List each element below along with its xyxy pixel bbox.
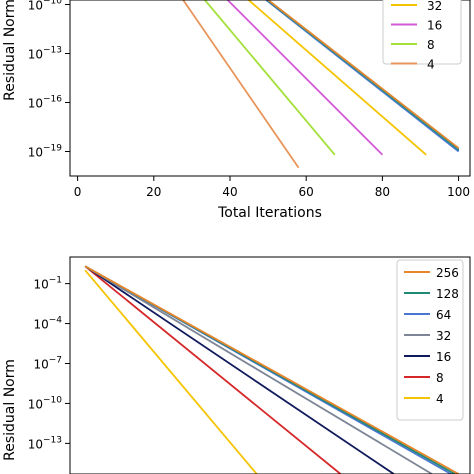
bottom-legend: 256 128 64 32 16 8 4 — [396, 259, 464, 421]
y-tick-label: 10−13 — [28, 46, 62, 62]
series-line-16 — [84, 265, 395, 474]
series-line-32 — [84, 265, 433, 474]
top-legend: 32 16 8 4 — [382, 0, 462, 72]
series-line-256 — [84, 265, 460, 474]
top-axes: 10−10 10−13 10−16 10−19 0 20 40 60 80 100 — [28, 0, 471, 199]
legend-label-4: 4 — [436, 392, 444, 406]
legend-label-128: 128 — [436, 287, 459, 301]
bottom-axes: 10−1 10−4 10−7 10−10 10−13 — [28, 256, 471, 474]
series-line-8 — [203, 0, 336, 156]
bottom-y-axis-label: Residual Norm — [2, 359, 18, 461]
y-tick-label: 10−13 — [28, 435, 62, 451]
x-tick-label: 100 — [447, 185, 470, 199]
y-tick-label: 10−7 — [33, 356, 62, 372]
legend-label-32: 32 — [436, 329, 451, 343]
series-line-256 — [266, 0, 460, 149]
y-tick-label: 10−10 — [28, 395, 63, 411]
series-line-32 — [247, 0, 427, 156]
legend-label-32: 32 — [427, 0, 442, 13]
legend-label-4: 4 — [427, 58, 435, 72]
x-tick-label: 80 — [375, 185, 390, 199]
x-tick-label: 0 — [74, 185, 82, 199]
top-y-axis-label: Residual Norm — [2, 0, 18, 101]
x-tick-label: 20 — [146, 185, 161, 199]
legend-box — [382, 0, 462, 65]
legend-label-256: 256 — [436, 266, 459, 280]
legend-label-8: 8 — [436, 371, 444, 385]
y-tick-label: 10−19 — [28, 144, 63, 160]
x-tick-label: 60 — [299, 185, 314, 199]
plot-frame — [69, 256, 471, 474]
series-line-4 — [84, 269, 258, 474]
series-line-16 — [226, 0, 384, 156]
y-tick-label: 10−10 — [28, 0, 63, 13]
bottom-chart: 10−1 10−4 10−7 10−10 10−13 256 128 64 32 16 8 4 Re… — [2, 256, 471, 474]
series-line-4 — [182, 0, 300, 169]
legend-label-16: 16 — [427, 19, 442, 33]
legend-label-16: 16 — [436, 350, 451, 364]
series-line-8 — [84, 265, 342, 474]
legend-label-64: 64 — [436, 308, 451, 322]
y-tick-label: 10−1 — [33, 276, 62, 292]
plot-frame — [69, 0, 471, 177]
top-series-lines — [182, 0, 460, 169]
x-tick-label: 40 — [222, 185, 237, 199]
y-tick-label: 10−4 — [33, 316, 62, 332]
top-x-axis-label: Total Iterations — [217, 205, 322, 221]
bottom-series-lines — [84, 265, 460, 474]
legend-label-8: 8 — [427, 38, 435, 52]
y-tick-label: 10−16 — [28, 95, 63, 111]
legend-box — [396, 259, 464, 421]
